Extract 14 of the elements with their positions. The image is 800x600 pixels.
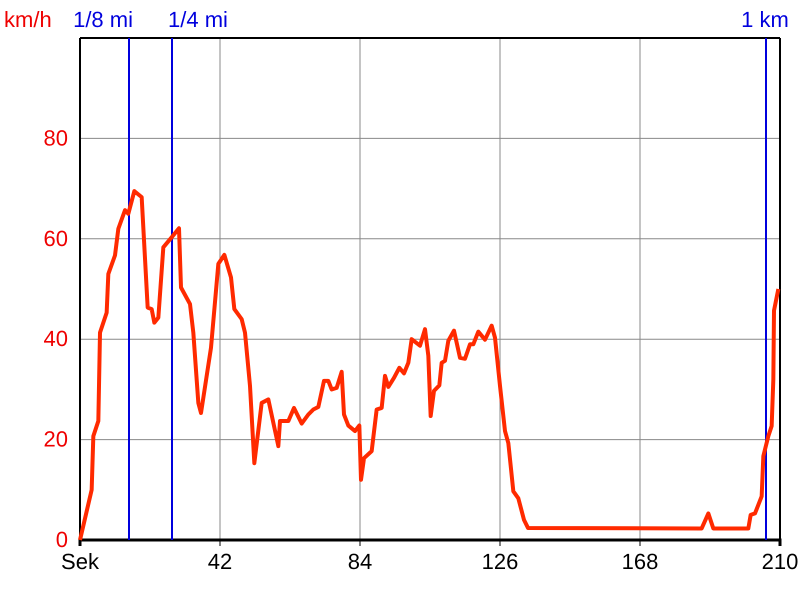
- x-tick-label: 126: [482, 548, 518, 574]
- y-axis-title: km/h: [4, 7, 52, 32]
- ref-line-label: 1 km: [741, 7, 789, 32]
- x-tick-label: 210: [762, 548, 798, 574]
- x-tick-label: 84: [348, 548, 372, 574]
- ref-line-label: 1/8 mi: [73, 7, 133, 32]
- x-tick-label: 42: [208, 548, 232, 574]
- ref-line-label: 1/4 mi: [168, 7, 228, 32]
- x-tick-label: 168: [622, 548, 658, 574]
- line-series: [78, 189, 780, 542]
- y-tick-label: 20: [44, 426, 68, 452]
- y-tick-label: 80: [44, 125, 68, 150]
- y-tick-label: 40: [44, 326, 68, 352]
- y-tick-label: 60: [44, 226, 68, 251]
